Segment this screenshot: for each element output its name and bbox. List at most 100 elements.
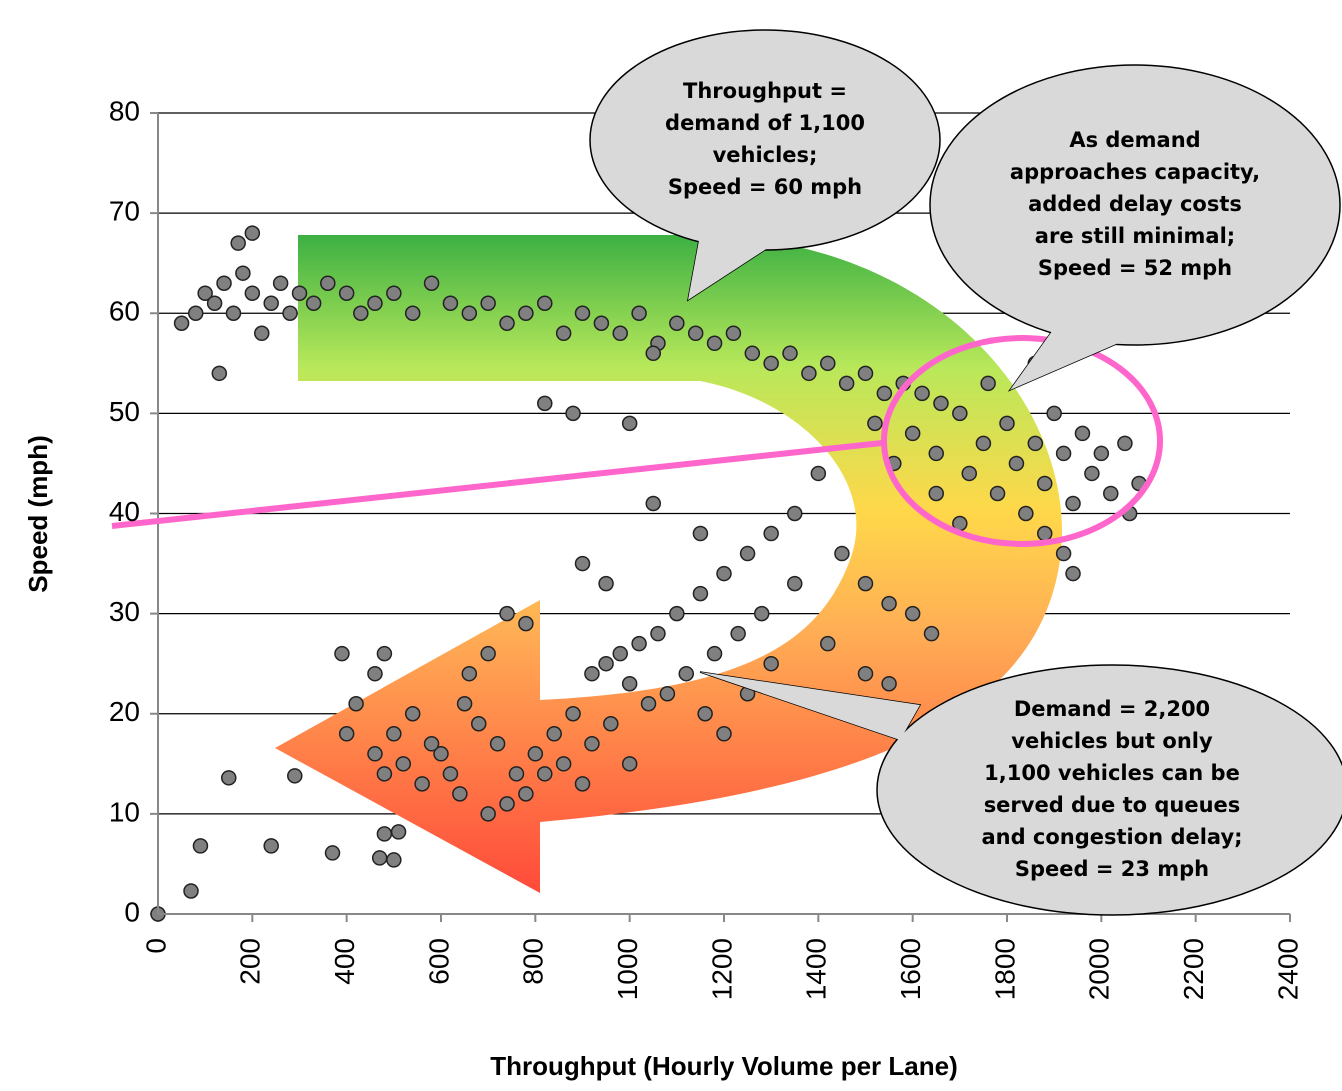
y-tick-label: 60: [109, 296, 140, 327]
point: [396, 757, 410, 771]
point: [453, 787, 467, 801]
point: [373, 851, 387, 865]
point: [566, 406, 580, 420]
callout-text: added delay costs: [1028, 192, 1242, 216]
point: [764, 657, 778, 671]
point: [632, 637, 646, 651]
point: [660, 687, 674, 701]
point: [646, 496, 660, 510]
callout-text: 1,100 vehicles can be: [984, 761, 1240, 785]
point: [585, 667, 599, 681]
point: [326, 846, 340, 860]
point: [1104, 486, 1118, 500]
point: [377, 767, 391, 781]
point: [821, 637, 835, 651]
point: [651, 627, 665, 641]
point: [882, 677, 896, 691]
point: [929, 446, 943, 460]
point: [859, 667, 873, 681]
x-tick-label: 1200: [706, 938, 737, 1000]
point: [274, 276, 288, 290]
point: [255, 326, 269, 340]
point: [500, 797, 514, 811]
point: [877, 386, 891, 400]
point: [882, 597, 896, 611]
point: [264, 839, 278, 853]
point: [953, 406, 967, 420]
point: [868, 416, 882, 430]
point: [340, 727, 354, 741]
point: [741, 547, 755, 561]
point: [500, 607, 514, 621]
point: [538, 396, 552, 410]
point: [335, 647, 349, 661]
callout-text: Throughput =: [683, 79, 847, 103]
point: [802, 366, 816, 380]
point: [458, 697, 472, 711]
point: [835, 547, 849, 561]
callout-text: As demand: [1069, 128, 1200, 152]
point: [708, 336, 722, 350]
x-tick-label: 600: [423, 938, 454, 985]
point: [1028, 436, 1042, 450]
point: [175, 316, 189, 330]
point: [623, 416, 637, 430]
point: [788, 577, 802, 591]
point: [693, 527, 707, 541]
point: [264, 296, 278, 310]
point: [387, 727, 401, 741]
point: [519, 617, 533, 631]
point: [623, 677, 637, 691]
y-axis-title: Speed (mph): [23, 435, 53, 592]
point: [245, 226, 259, 240]
point: [293, 286, 307, 300]
callout-text: demand of 1,100: [665, 111, 865, 135]
point: [976, 436, 990, 450]
point: [670, 607, 684, 621]
y-tick-label: 0: [124, 896, 140, 927]
point: [519, 306, 533, 320]
point: [698, 707, 712, 721]
point: [538, 767, 552, 781]
point: [925, 627, 939, 641]
point: [509, 767, 523, 781]
x-tick-label: 2000: [1084, 938, 1115, 1000]
callout-text: and congestion delay;: [981, 825, 1242, 849]
point: [443, 767, 457, 781]
point: [613, 326, 627, 340]
point: [788, 507, 802, 521]
callout-text: Speed = 60 mph: [668, 175, 862, 199]
y-tick-label: 20: [109, 696, 140, 727]
point: [1118, 436, 1132, 450]
point: [491, 737, 505, 751]
x-tick-label: 1800: [989, 938, 1020, 1000]
point: [670, 316, 684, 330]
point: [231, 236, 245, 250]
point: [599, 657, 613, 671]
point: [288, 769, 302, 783]
callout-text: approaches capacity,: [1010, 160, 1260, 184]
point: [1019, 507, 1033, 521]
point: [755, 607, 769, 621]
point: [321, 276, 335, 290]
point: [387, 853, 401, 867]
point: [646, 346, 660, 360]
y-tick-label: 70: [109, 196, 140, 227]
point: [693, 587, 707, 601]
point: [538, 296, 552, 310]
point: [557, 326, 571, 340]
point: [349, 697, 363, 711]
point: [981, 376, 995, 390]
point: [1066, 496, 1080, 510]
point: [425, 737, 439, 751]
callout-text: Speed = 52 mph: [1038, 256, 1232, 280]
x-tick-label: 1000: [612, 938, 643, 1000]
point: [708, 647, 722, 661]
point: [859, 577, 873, 591]
point: [717, 727, 731, 741]
point: [462, 667, 476, 681]
point: [500, 316, 514, 330]
point: [906, 426, 920, 440]
point: [811, 466, 825, 480]
point: [184, 884, 198, 898]
